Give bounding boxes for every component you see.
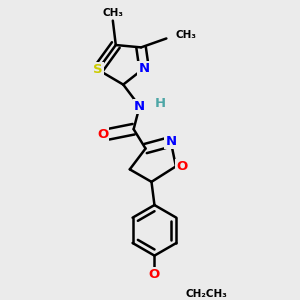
Text: N: N [134,100,145,113]
Text: O: O [97,128,108,141]
Text: O: O [149,268,160,281]
Text: H: H [155,98,166,110]
Text: CH₃: CH₃ [175,31,196,40]
Text: N: N [165,135,176,148]
Text: CH₃: CH₃ [102,8,123,18]
Text: O: O [176,160,187,173]
Text: S: S [93,63,103,76]
Text: N: N [139,62,150,75]
Text: CH₂CH₃: CH₂CH₃ [186,289,228,299]
